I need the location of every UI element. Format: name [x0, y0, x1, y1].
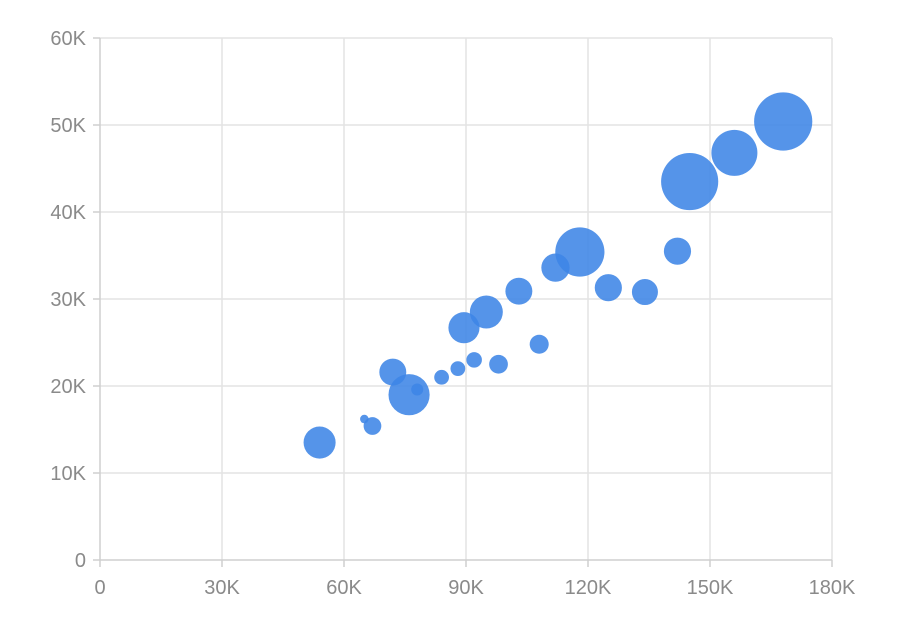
- axis-layer: [93, 37, 833, 567]
- bubble-point[interactable]: [411, 383, 424, 396]
- bubble-point[interactable]: [466, 352, 482, 368]
- bubble-point[interactable]: [661, 152, 719, 211]
- bubble-point[interactable]: [663, 237, 692, 265]
- bubble-point[interactable]: [450, 361, 466, 376]
- x-tick-label: 90K: [448, 577, 484, 599]
- bubble-point[interactable]: [448, 312, 480, 344]
- bubble-point[interactable]: [631, 279, 658, 306]
- bubble-point[interactable]: [434, 369, 449, 385]
- bubble-point[interactable]: [489, 354, 508, 374]
- y-tick-label: 0: [75, 550, 86, 572]
- grid-layer: [100, 37, 833, 560]
- bubble-point[interactable]: [363, 417, 382, 435]
- x-tick-label: 180K: [809, 577, 856, 599]
- y-tick-label: 10K: [50, 463, 86, 485]
- x-tick-label: 0: [94, 577, 105, 599]
- y-tick-label: 30K: [50, 289, 86, 311]
- y-tick-label: 50K: [50, 115, 86, 137]
- bubble-point[interactable]: [505, 277, 533, 305]
- x-tick-label: 120K: [565, 577, 612, 599]
- bubble-point[interactable]: [594, 274, 622, 302]
- x-tick-label: 60K: [326, 577, 362, 599]
- tick-label-layer: 0 30K 60K 90K 120K 150K 180K 0 10K 20K 30K 40K 50K 60…: [50, 28, 856, 599]
- bubble-point[interactable]: [711, 129, 758, 176]
- x-tick-label: 150K: [687, 577, 734, 599]
- bubble-point[interactable]: [303, 426, 336, 459]
- bubble-point[interactable]: [529, 334, 549, 354]
- bubble-layer: [303, 92, 813, 459]
- bubble-point[interactable]: [379, 358, 407, 386]
- y-tick-label: 60K: [50, 28, 86, 50]
- bubble-point[interactable]: [754, 92, 813, 151]
- bubble-point[interactable]: [469, 295, 503, 329]
- y-tick-label: 40K: [50, 202, 86, 224]
- bubble-point[interactable]: [541, 253, 570, 282]
- bubble-point[interactable]: [360, 414, 369, 424]
- y-tick-label: 20K: [50, 376, 86, 398]
- x-tick-label: 30K: [204, 577, 240, 599]
